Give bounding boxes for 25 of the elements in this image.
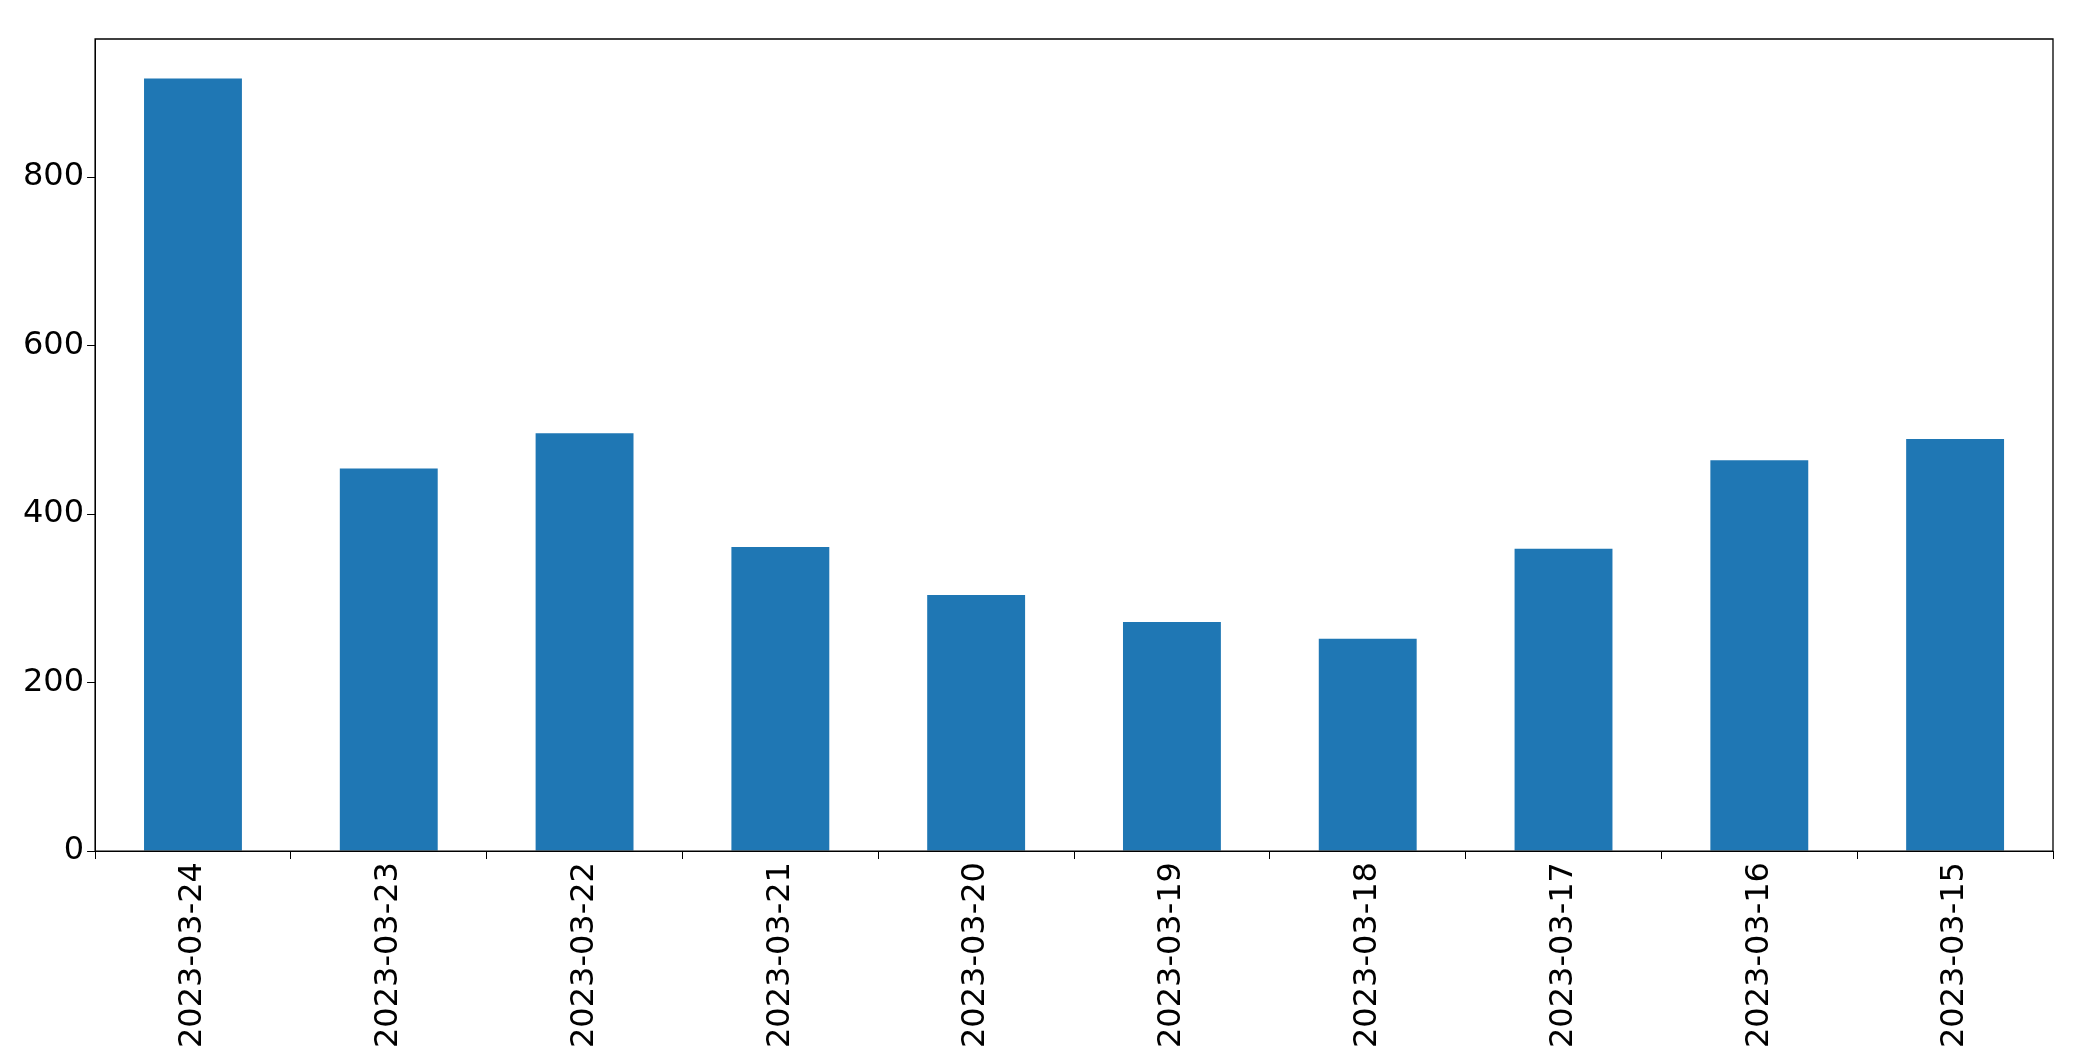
y-tick-label: 0 [63,829,85,868]
x-tick-label: 2023-03-17 [1541,862,1580,1048]
x-tick-label: 2023-03-24 [171,862,210,1048]
y-tick-label: 800 [23,155,85,194]
x-tick-label: 2023-03-21 [758,862,797,1048]
x-tick-label: 2023-03-16 [1737,862,1776,1048]
x-tick-label: 2023-03-15 [1933,862,1972,1048]
bar [535,433,634,851]
x-tick-label: 2023-03-19 [1150,862,1189,1048]
bar [731,546,830,851]
y-tick-label: 600 [23,323,85,362]
bar [1906,439,2005,851]
bar [339,468,438,851]
x-tick-label: 2023-03-23 [367,862,406,1048]
bar [927,594,1026,851]
bar [1710,460,1809,851]
bar [1514,548,1613,851]
x-tick-label: 2023-03-20 [954,862,993,1048]
x-tick-label: 2023-03-22 [562,862,601,1048]
x-tick-label: 2023-03-18 [1346,862,1385,1048]
bar [1122,621,1221,851]
y-tick-label: 200 [23,660,85,699]
bar [144,78,242,851]
y-tick-label: 400 [23,492,85,531]
bar [1318,638,1417,851]
